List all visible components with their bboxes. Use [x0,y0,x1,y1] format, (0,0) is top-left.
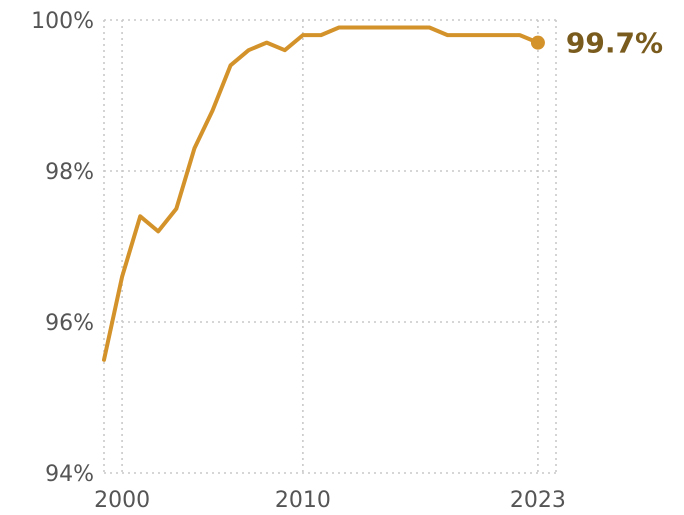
x-tick-label: 2000 [94,488,150,513]
x-axis-ticks: 2000 2010 2023 [94,488,566,513]
y-tick-label: 96% [45,311,94,336]
y-axis-ticks: 94% 96% 98% 100% [31,9,94,487]
grid [103,19,557,474]
end-point-marker [530,35,545,50]
x-tick-label: 2010 [275,488,331,513]
series-line [102,25,540,362]
y-tick-label: 100% [31,9,94,34]
y-tick-label: 98% [45,160,94,185]
x-tick-label: 2023 [510,488,566,513]
end-value-label: 99.7% [566,27,663,60]
series-layer [102,25,545,362]
y-tick-label: 94% [45,462,94,487]
